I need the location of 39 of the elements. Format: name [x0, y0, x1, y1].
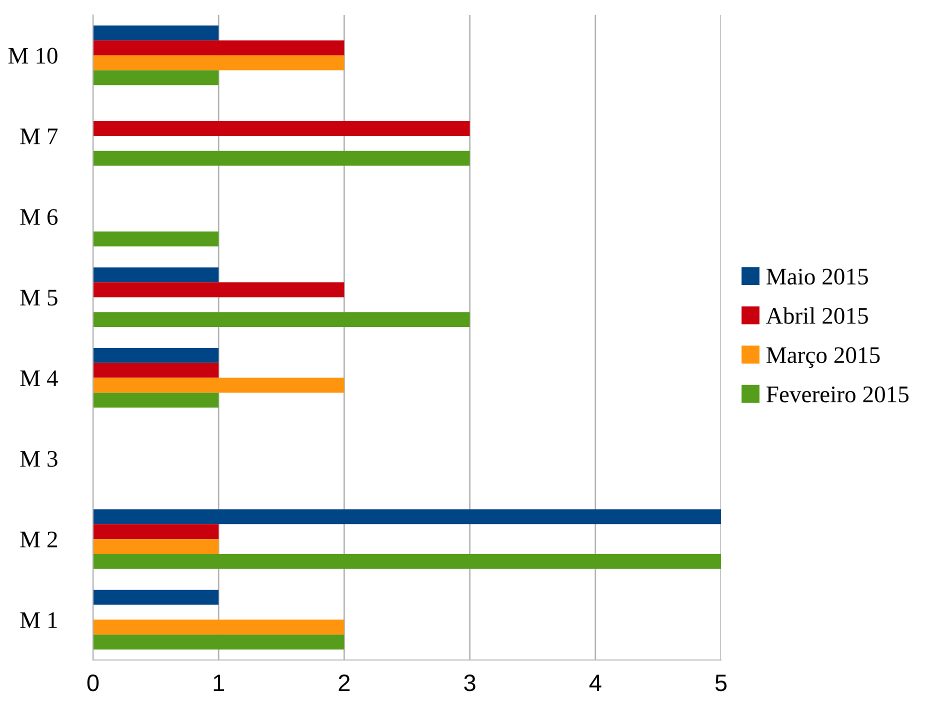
bar	[93, 620, 344, 635]
y-tick-label: M 2	[20, 532, 57, 548]
bar	[93, 348, 219, 363]
bar	[93, 55, 344, 70]
bar	[93, 121, 470, 136]
x-tick-label: 4	[589, 674, 602, 691]
bar	[93, 282, 344, 298]
x-tick-label: 5	[715, 674, 727, 692]
bar	[93, 392, 219, 408]
legend-label: Março 2015	[766, 347, 880, 368]
bar	[93, 40, 344, 56]
legend-label: Abril 2015	[766, 307, 868, 324]
x-tick-label: 2	[338, 674, 350, 691]
y-tick-label: M 3	[20, 450, 58, 467]
x-tick-label: 1	[214, 674, 224, 691]
bar	[93, 150, 470, 166]
bar	[93, 590, 219, 605]
y-tick-label: M 4	[20, 370, 58, 386]
bar	[93, 70, 219, 86]
y-tick-label: M 1	[20, 612, 57, 628]
legend-label: Fevereiro 2015	[766, 386, 909, 402]
legend-label: Maio 2015	[766, 268, 868, 285]
y-tick-label: M 5	[20, 290, 58, 306]
bar	[93, 378, 344, 393]
y-tick-label: M 7	[20, 128, 58, 144]
bar	[93, 25, 219, 40]
bar	[93, 524, 219, 540]
bar	[93, 362, 219, 378]
bar	[93, 634, 344, 650]
bar	[93, 539, 219, 554]
y-tick-label: M 10	[8, 48, 58, 64]
x-tick-label: 3	[464, 674, 476, 692]
y-tick-label: M 6	[20, 209, 58, 225]
bar	[93, 312, 470, 328]
bar	[93, 267, 219, 282]
bar	[93, 509, 721, 524]
bar	[93, 554, 721, 569]
bar	[93, 231, 219, 246]
x-tick-label: 0	[87, 674, 99, 692]
